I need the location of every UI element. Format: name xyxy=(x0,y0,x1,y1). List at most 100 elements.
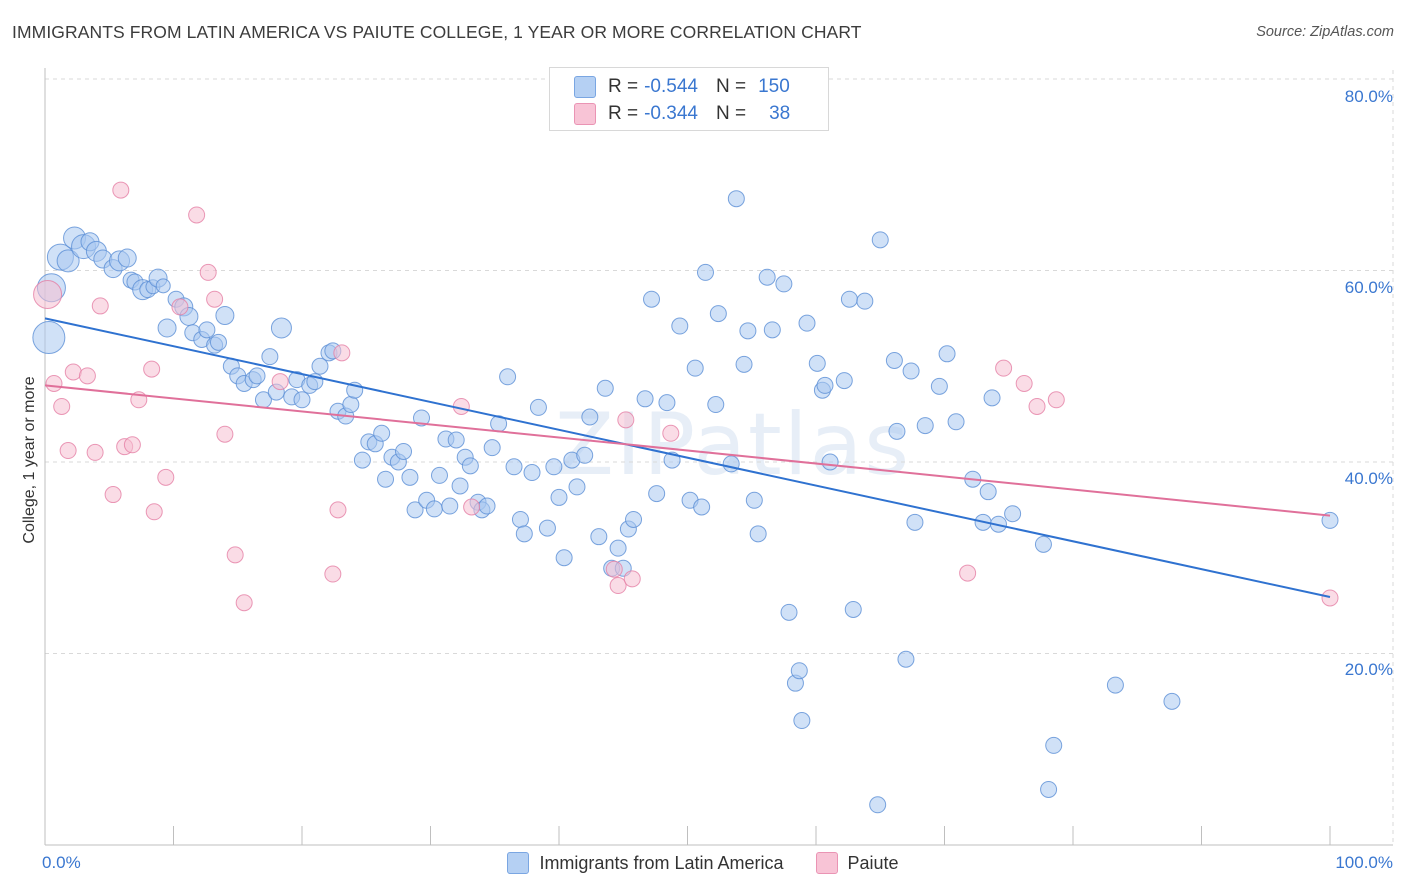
y-axis-label: College, 1 year or more xyxy=(21,376,38,544)
data-point-immigrants xyxy=(511,510,529,528)
data-point-immigrants xyxy=(749,525,767,543)
data-point-paiute xyxy=(662,424,680,442)
data-point-immigrants xyxy=(902,362,920,380)
data-point-immigrants xyxy=(658,394,676,412)
data-point-immigrants xyxy=(117,248,137,268)
data-point-immigrants xyxy=(596,379,614,397)
legend-r-value: -0.344 xyxy=(644,103,698,124)
legend-n-label: N = xyxy=(715,103,747,124)
data-point-immigrants xyxy=(215,306,235,326)
data-point-immigrants xyxy=(793,712,811,730)
data-point-immigrants xyxy=(840,290,858,308)
series-legend: Immigrants from Latin America Paiute xyxy=(0,852,1406,874)
data-point-immigrants xyxy=(758,268,776,286)
data-point-immigrants xyxy=(790,662,808,680)
legend-n-label: N = xyxy=(715,76,747,97)
data-point-immigrants xyxy=(441,497,459,515)
data-point-immigrants xyxy=(157,318,177,338)
data-point-paiute xyxy=(59,442,77,460)
data-point-immigrants xyxy=(709,305,727,323)
data-point-immigrants xyxy=(342,396,360,414)
data-point-immigrants xyxy=(808,354,826,372)
data-point-paiute xyxy=(235,594,253,612)
data-point-paiute xyxy=(216,425,234,443)
data-point-immigrants xyxy=(413,409,431,427)
data-point-immigrants xyxy=(897,650,915,668)
y-tick-label-40: 40.0% xyxy=(1344,469,1393,488)
data-point-immigrants xyxy=(885,352,903,370)
data-point-immigrants xyxy=(270,317,292,339)
legend-n-value: 150 xyxy=(758,76,790,97)
data-point-immigrants xyxy=(888,422,906,440)
legend-item-immigrants: Immigrants from Latin America xyxy=(507,852,784,874)
data-point-immigrants xyxy=(261,348,279,366)
data-point-paiute xyxy=(206,290,224,308)
data-point-immigrants xyxy=(735,355,753,373)
data-point-immigrants xyxy=(947,413,965,431)
data-point-paiute xyxy=(112,181,130,199)
data-point-immigrants xyxy=(483,439,501,457)
data-point-paiute xyxy=(1321,589,1339,607)
data-point-paiute xyxy=(333,344,351,362)
y-tick-label-60: 60.0% xyxy=(1344,278,1393,297)
data-point-immigrants xyxy=(869,796,887,814)
data-point-immigrants xyxy=(430,466,448,484)
data-point-paiute xyxy=(45,374,63,392)
data-point-paiute xyxy=(53,397,71,415)
data-point-immigrants xyxy=(1004,505,1022,523)
data-point-immigrants xyxy=(395,442,413,460)
data-point-immigrants xyxy=(311,357,329,375)
data-point-paiute xyxy=(1015,374,1033,392)
trend-line-paiute xyxy=(44,384,1331,517)
series-immigrants-latin-america xyxy=(32,190,1339,814)
data-point-immigrants xyxy=(538,519,556,537)
data-point-immigrants xyxy=(636,390,654,408)
data-point-immigrants xyxy=(938,345,956,363)
data-point-immigrants xyxy=(461,457,479,475)
data-point-paiute xyxy=(995,359,1013,377)
y-tick-label-80: 80.0% xyxy=(1344,87,1393,106)
data-point-paiute xyxy=(959,564,977,582)
legend-swatch-pink xyxy=(574,103,596,125)
data-point-immigrants xyxy=(568,478,586,496)
data-point-paiute xyxy=(143,360,161,378)
data-point-immigrants xyxy=(727,190,745,208)
data-point-immigrants xyxy=(871,231,889,249)
data-point-paiute xyxy=(1028,397,1046,415)
data-point-immigrants xyxy=(373,424,391,442)
legend-r-label: R = xyxy=(608,76,639,97)
y-tick-label-20: 20.0% xyxy=(1344,660,1393,679)
series-paiute xyxy=(33,181,1339,612)
data-point-immigrants xyxy=(293,391,311,409)
data-point-immigrants xyxy=(844,600,862,618)
data-point-paiute xyxy=(64,363,82,381)
data-point-paiute xyxy=(609,577,627,595)
data-point-immigrants xyxy=(686,359,704,377)
data-point-paiute xyxy=(188,206,206,224)
legend-row-blue: R = -0.544 N = 150 xyxy=(574,75,790,99)
data-point-paiute xyxy=(171,298,189,316)
data-point-immigrants xyxy=(581,408,599,426)
axes xyxy=(44,68,1393,846)
trend-lines xyxy=(44,317,1331,598)
data-point-immigrants xyxy=(576,446,594,464)
data-point-immigrants xyxy=(550,488,568,506)
data-point-immigrants xyxy=(1034,535,1052,553)
data-point-immigrants xyxy=(798,314,816,332)
data-point-immigrants xyxy=(816,376,834,394)
legend-swatch-blue xyxy=(507,852,530,874)
data-point-immigrants xyxy=(447,431,465,449)
data-point-paiute xyxy=(104,486,122,504)
data-point-immigrants xyxy=(1045,736,1063,754)
data-point-immigrants xyxy=(406,501,424,519)
data-point-immigrants xyxy=(775,275,793,293)
data-point-paiute xyxy=(226,546,244,564)
data-point-immigrants xyxy=(478,497,496,515)
data-point-immigrants xyxy=(209,333,227,351)
data-point-immigrants xyxy=(648,485,666,503)
data-point-paiute xyxy=(86,443,104,461)
data-point-immigrants xyxy=(693,498,711,516)
data-point-immigrants xyxy=(671,317,689,335)
data-point-paiute xyxy=(605,560,623,578)
data-point-immigrants xyxy=(625,510,643,528)
